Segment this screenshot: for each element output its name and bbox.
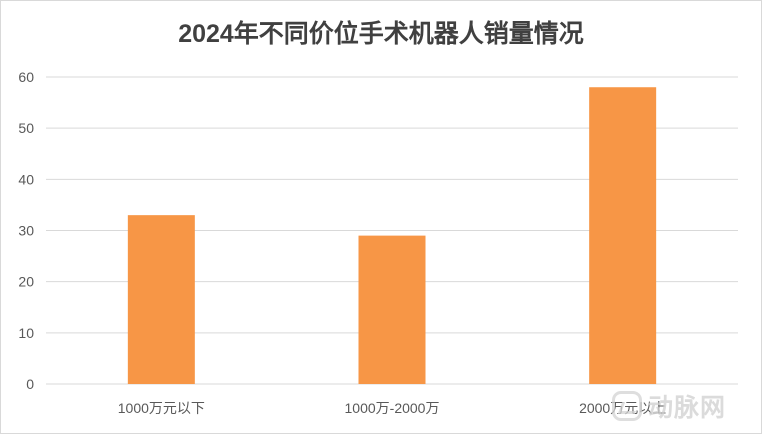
y-tick-label: 30 [18,223,34,239]
y-tick-label: 10 [18,325,34,341]
y-tick-label: 40 [18,171,34,187]
y-tick-label: 60 [18,69,34,85]
bar [589,87,657,384]
y-tick-label: 50 [18,120,34,136]
x-category-label: 1000万-2000万 [345,400,440,416]
y-tick-label: 0 [26,376,34,392]
bar [127,215,195,384]
chart-title: 2024年不同价位手术机器人销量情况 [178,20,584,48]
y-tick-label: 20 [18,274,34,290]
watermark-text: 动脉网 [648,393,727,422]
x-category-label: 1000万元以下 [118,400,205,416]
watermark-logo-icon [612,391,642,421]
bar [358,235,426,384]
watermark: 动脉网 [612,388,726,424]
